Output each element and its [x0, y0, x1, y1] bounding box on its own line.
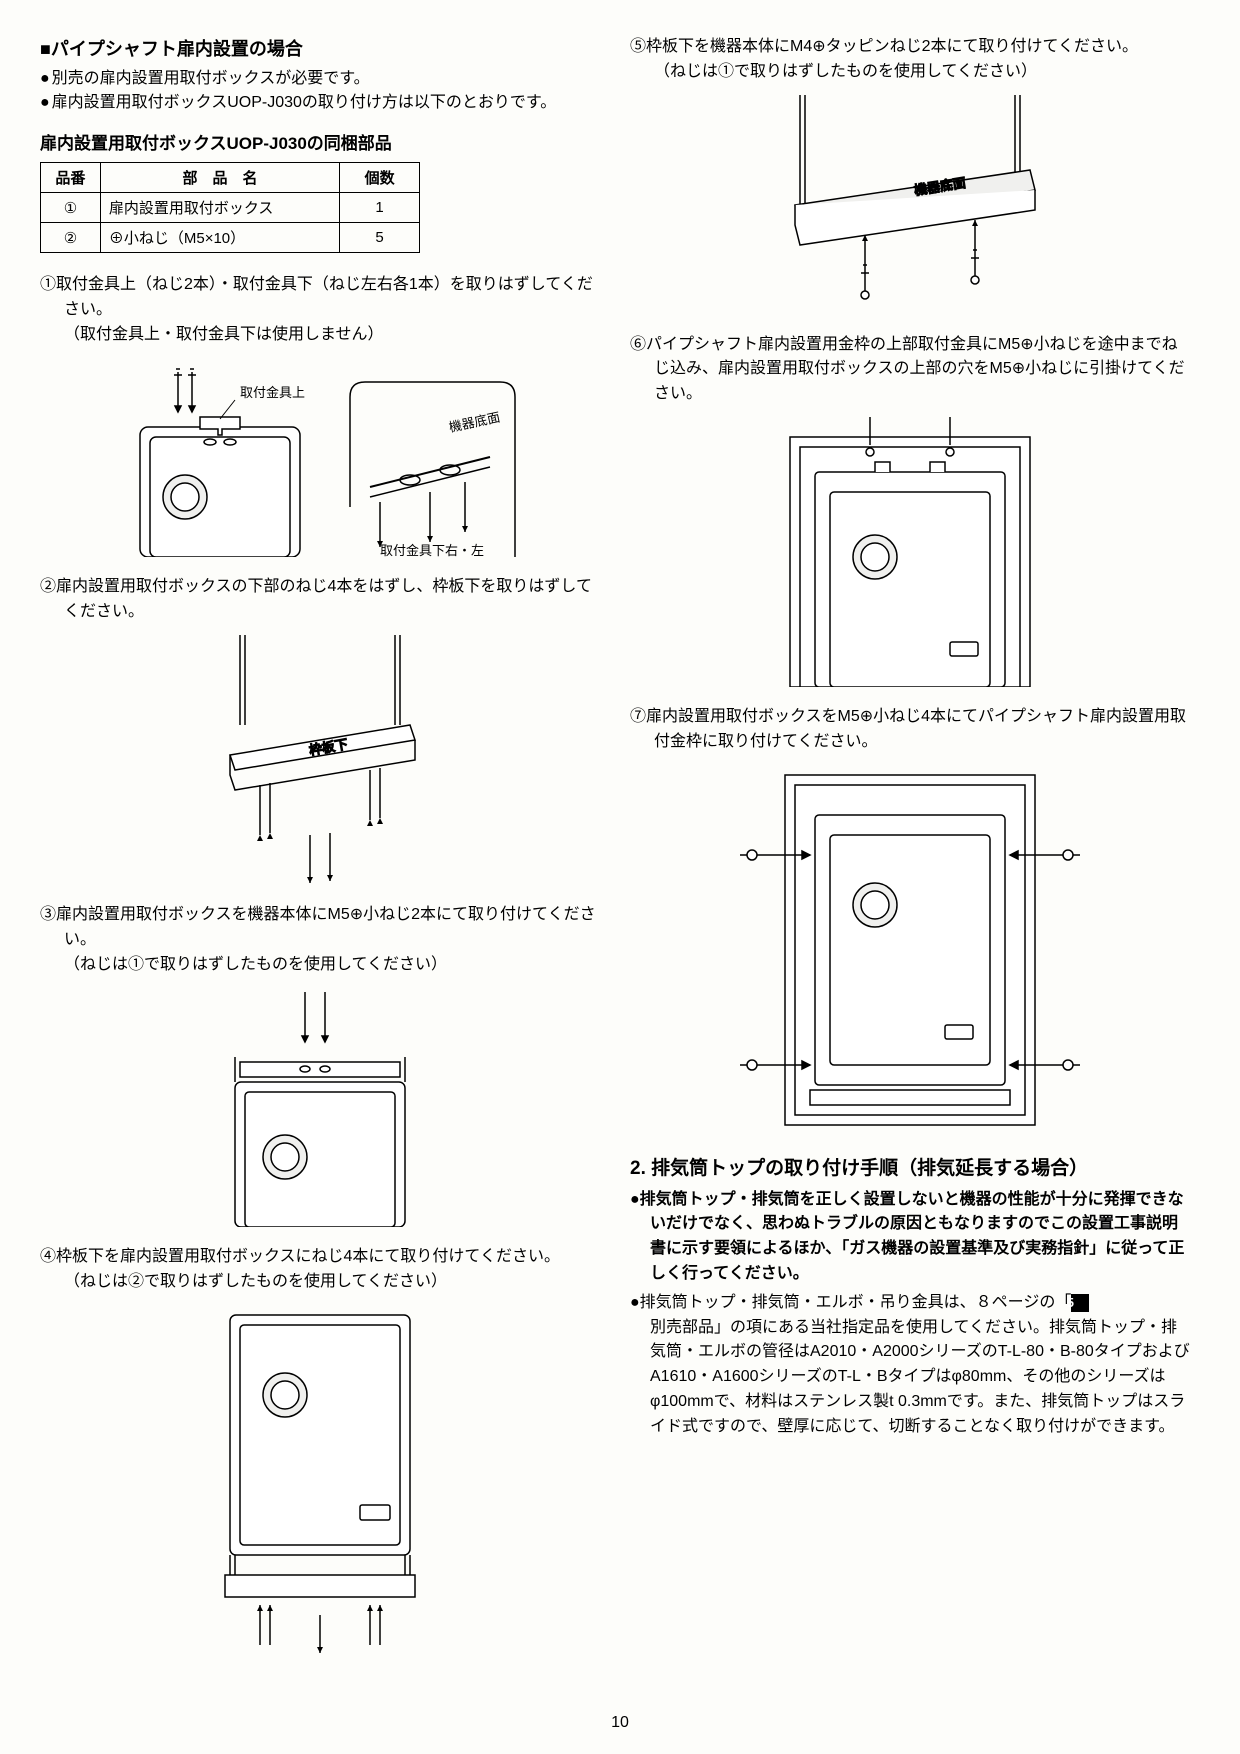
right-column: ⑤枠板下を機器本体にM4⊕タッピンねじ2本にて取り付けてください。 （ねじは①で…	[630, 35, 1190, 1673]
pipe-shaft-heading: ■パイプシャフト扉内設置の場合	[40, 35, 600, 61]
parts-table-title: 扉内設置用取付ボックスUOP-J030の同梱部品	[40, 129, 600, 154]
exhaust-para: ●排気筒トップ・排気筒・エルボ・吊り金具は、８ページの「5 別売部品」の項にある…	[630, 1291, 1190, 1440]
table-row: ① 扉内設置用取付ボックス 1	[41, 193, 420, 223]
step-1-text: ①取付金具上（ねじ2本）・取付金具下（ねじ左右各1本）を取りはずしてください。	[40, 276, 593, 318]
th-qty: 個数	[340, 163, 420, 193]
step-6: ⑥パイプシャフト扉内設置用金枠の上部取付金具にM5⊕小ねじを途中までねじ込み、扉…	[630, 333, 1190, 407]
step-3-text: ③扉内設置用取付ボックスを機器本体にM5⊕小ねじ2本にて取り付けてください。	[40, 906, 596, 948]
step-5-text: ⑤枠板下を機器本体にM4⊕タッピンねじ2本にて取り付けてください。	[630, 38, 1138, 55]
step-4: ④枠板下を扉内設置用取付ボックスにねじ4本にて取り付けてください。 （ねじは②で…	[40, 1245, 600, 1295]
diagram-2: 枠板下	[40, 635, 600, 885]
label-bracket-top: 取付金具上	[240, 385, 305, 400]
diagram-6	[630, 417, 1190, 687]
label-device-bottom: 機器底面	[448, 410, 502, 435]
exhaust-warning: ●排気筒トップ・排気筒を正しく設置しないと機器の性能が十分に発揮できないだけでな…	[630, 1188, 1190, 1287]
step-2: ②扉内設置用取付ボックスの下部のねじ4本をはずし、枠板下を取りはずしてください。	[40, 575, 600, 625]
th-name: 部 品 名	[100, 163, 339, 193]
ref-box-icon: 5	[1071, 1294, 1089, 1312]
step-3: ③扉内設置用取付ボックスを機器本体にM5⊕小ねじ2本にて取り付けてください。 （…	[40, 903, 600, 977]
label-frame-bottom: 枠板下	[308, 736, 349, 758]
step-5: ⑤枠板下を機器本体にM4⊕タッピンねじ2本にて取り付けてください。 （ねじは①で…	[630, 35, 1190, 85]
parts-table: 品番 部 品 名 個数 ① 扉内設置用取付ボックス 1 ② ⊕小ねじ（M5×10…	[40, 162, 420, 253]
step-1-sub: （取付金具上・取付金具下は使用しません）	[64, 323, 600, 348]
td-no: ①	[41, 193, 101, 223]
table-row: ② ⊕小ねじ（M5×10） 5	[41, 223, 420, 253]
step-5-sub: （ねじは①で取りはずしたものを使用してください）	[654, 60, 1190, 85]
diagram-1: 取付金具上 機器底面 取付金具下右・左	[40, 357, 600, 557]
td-qty: 5	[340, 223, 420, 253]
section-2-title: 2. 排気筒トップの取り付け手順（排気延長する場合）	[630, 1153, 1190, 1180]
step-1: ①取付金具上（ねじ2本）・取付金具下（ねじ左右各1本）を取りはずしてください。 …	[40, 273, 600, 347]
page-number: 10	[0, 1714, 1240, 1732]
label-bracket-bottom: 取付金具下右・左	[380, 543, 484, 557]
table-header-row: 品番 部 品 名 個数	[41, 163, 420, 193]
step-4-sub: （ねじは②で取りはずしたものを使用してください）	[64, 1270, 600, 1295]
td-name: ⊕小ねじ（M5×10）	[100, 223, 339, 253]
diagram-5: 機器底面	[630, 95, 1190, 315]
step-7: ⑦扉内設置用取付ボックスをM5⊕小ねじ4本にてパイプシャフト扉内設置用取付金枠に…	[630, 705, 1190, 755]
td-qty: 1	[340, 193, 420, 223]
diagram-7	[630, 765, 1190, 1135]
para-start: ●排気筒トップ・排気筒・エルボ・吊り金具は、８ページの「	[630, 1294, 1071, 1311]
th-no: 品番	[41, 163, 101, 193]
bullet-2: 扉内設置用取付ボックスUOP-J030の取り付け方は以下のとおりです。	[40, 91, 600, 115]
diagram-3	[40, 987, 600, 1227]
para-cont: 別売部品」の項にある当社指定品を使用してください。排気筒トップ・排気筒・エルボの…	[650, 1316, 1190, 1440]
bullet-1: 別売の扉内設置用取付ボックスが必要です。	[40, 67, 600, 91]
diagram-4	[40, 1305, 600, 1655]
intro-bullets: 別売の扉内設置用取付ボックスが必要です。 扉内設置用取付ボックスUOP-J030…	[40, 67, 600, 115]
td-name: 扉内設置用取付ボックス	[100, 193, 339, 223]
step-4-text: ④枠板下を扉内設置用取付ボックスにねじ4本にて取り付けてください。	[40, 1248, 560, 1265]
left-column: ■パイプシャフト扉内設置の場合 別売の扉内設置用取付ボックスが必要です。 扉内設…	[40, 35, 600, 1673]
step-3-sub: （ねじは①で取りはずしたものを使用してください）	[64, 953, 600, 978]
td-no: ②	[41, 223, 101, 253]
